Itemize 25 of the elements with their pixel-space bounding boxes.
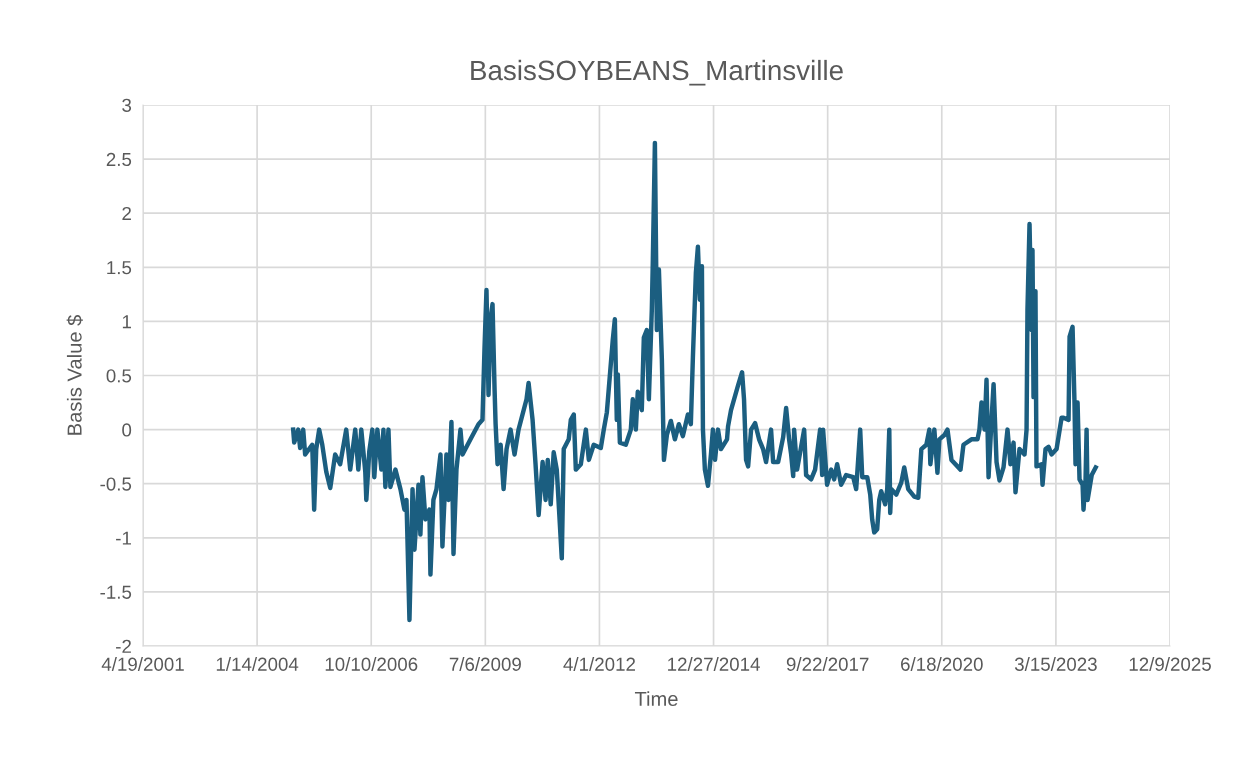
- x-tick-label: 10/10/2006: [325, 657, 418, 671]
- x-tick-label: 12/27/2014: [668, 657, 760, 671]
- y-tick-label: 0.5: [106, 369, 132, 383]
- x-tick-label: 4/1/2012: [563, 657, 635, 671]
- x-tick-label: 12/9/2025: [1129, 657, 1211, 671]
- y-tick-label: 2.5: [106, 152, 132, 167]
- x-tick-label: 9/22/2017: [786, 657, 869, 671]
- x-tick-label: 6/18/2020: [901, 657, 983, 671]
- y-tick-label: -1: [116, 531, 131, 545]
- x-axis-title: Time: [634, 691, 678, 707]
- x-tick-label: 1/14/2004: [216, 657, 299, 671]
- y-axis-title: Basis Value $: [66, 314, 83, 435]
- x-tick-label: 4/19/2001: [101, 657, 184, 671]
- y-tick-label: 2: [122, 206, 131, 220]
- line-series: [290, 140, 1098, 623]
- y-tick-label: 1.5: [107, 261, 132, 275]
- y-tick-label: 0: [122, 423, 132, 437]
- y-tick-label: -2: [116, 639, 131, 653]
- x-tick-label: 7/6/2009: [449, 657, 521, 671]
- chart-title: BasisSOYBEANS_Martinsville: [471, 59, 843, 86]
- y-tick-label: -1.5: [100, 585, 132, 599]
- x-tick-label: 3/15/2023: [1014, 657, 1097, 671]
- y-tick-label: 3: [122, 98, 132, 112]
- y-tick-label: -0.5: [100, 477, 132, 491]
- y-tick-label: 1: [122, 315, 131, 329]
